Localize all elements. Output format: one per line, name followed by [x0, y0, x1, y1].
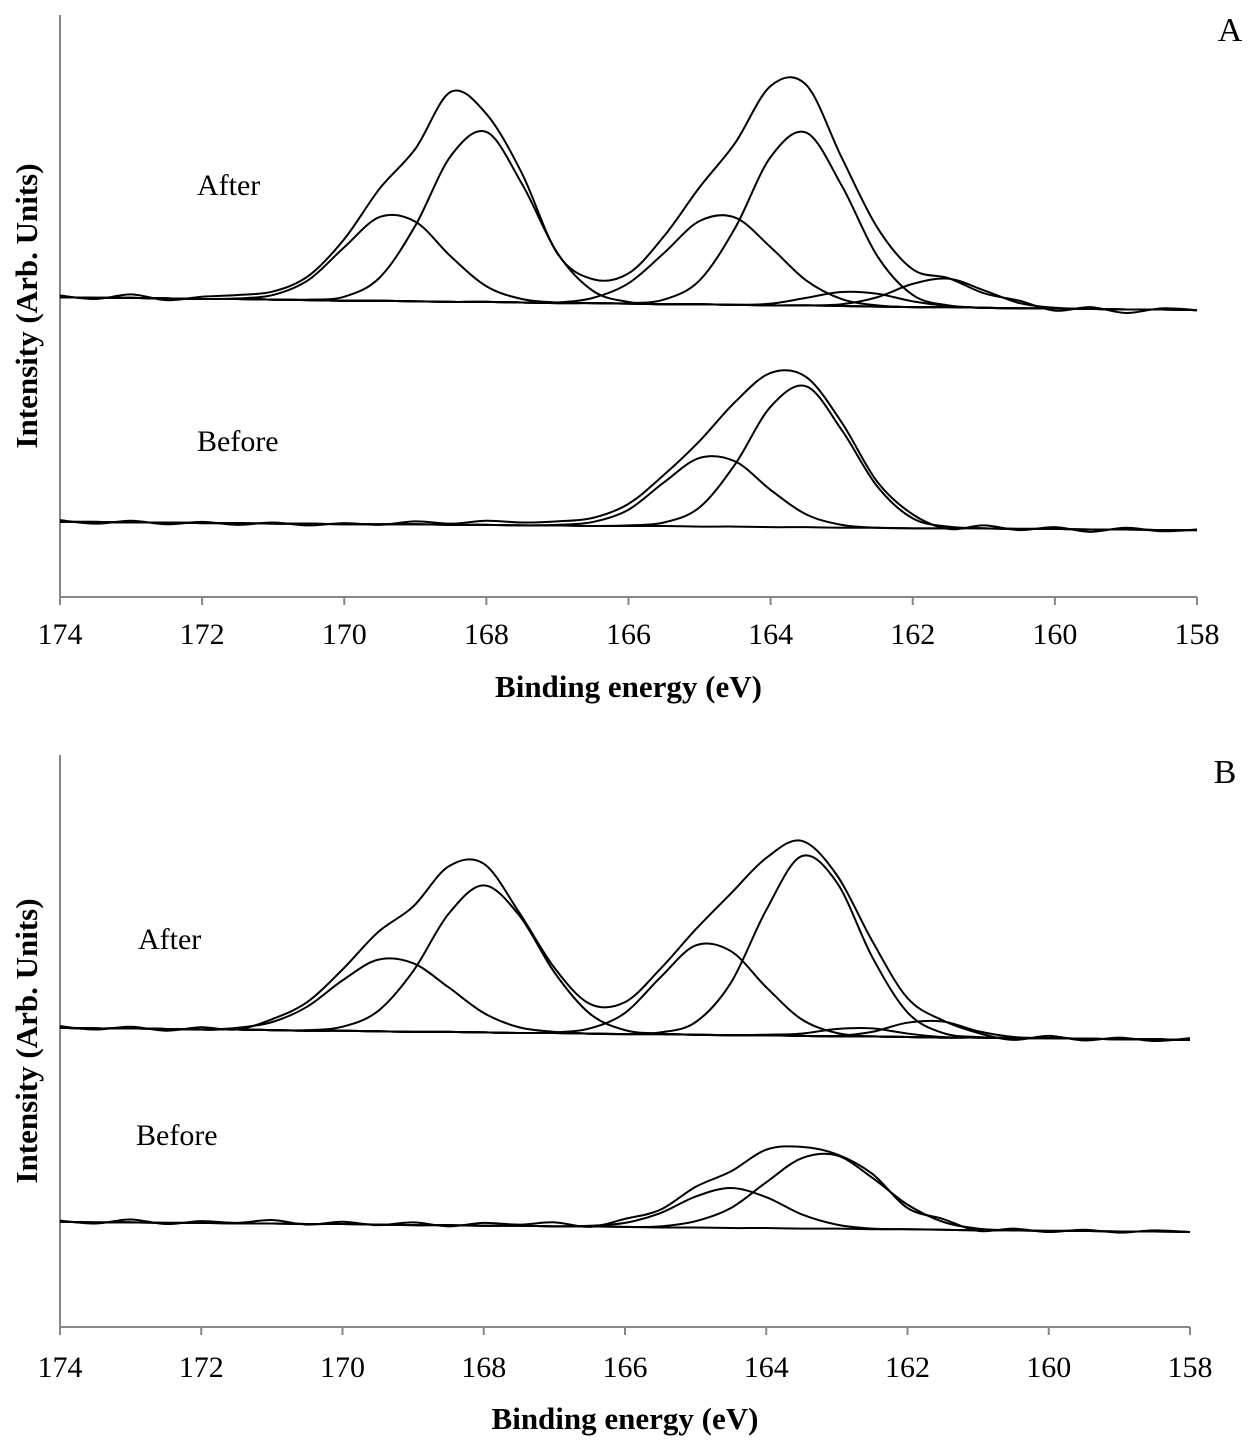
x-tick-label: 174	[38, 618, 83, 651]
spectrum-line	[59, 884, 1191, 1041]
panel-label: A	[1218, 12, 1243, 49]
y-axis-label: Intensity (Arb. Units)	[9, 163, 44, 448]
spectrum-line	[59, 1145, 1191, 1234]
x-tick-label: 166	[603, 1351, 648, 1384]
x-tick-label: 160	[1026, 1351, 1071, 1384]
x-tick-label: 174	[38, 1351, 83, 1384]
x-tick-label: 158	[1168, 1351, 1213, 1384]
annotation: Before	[197, 425, 279, 458]
annotation: After	[197, 169, 260, 202]
spectrum-line	[59, 1186, 1191, 1234]
x-tick-label: 162	[885, 1351, 930, 1384]
spectrum-line	[59, 839, 1191, 1043]
x-tick-label: 170	[320, 1351, 365, 1384]
spectrum-line	[59, 1019, 1191, 1041]
x-tick-label: 162	[890, 618, 935, 651]
y-axis-label: Intensity (Arb. Units)	[9, 898, 44, 1183]
spectrum-line	[59, 455, 1198, 532]
x-tick-label: 158	[1175, 618, 1220, 651]
x-axis-label: Binding energy (eV)	[492, 1401, 759, 1436]
spectrum-line	[59, 277, 1198, 312]
x-axis-label: Binding energy (eV)	[495, 669, 762, 704]
panel-label: B	[1214, 754, 1237, 791]
annotation: After	[138, 923, 201, 956]
x-tick-label: 172	[179, 1351, 224, 1384]
x-tick-label: 164	[744, 1351, 789, 1384]
x-tick-label: 164	[748, 618, 793, 651]
spectrum-line	[59, 957, 1191, 1041]
x-tick-label: 166	[606, 618, 651, 651]
annotation: Before	[136, 1119, 218, 1152]
x-tick-label: 168	[461, 1351, 506, 1384]
spectrum-line	[59, 942, 1191, 1041]
spectrum-line	[59, 384, 1198, 532]
x-tick-label: 168	[464, 618, 509, 651]
x-tick-label: 172	[180, 618, 225, 651]
x-tick-label: 160	[1032, 618, 1077, 651]
spectrum-line	[59, 1152, 1191, 1234]
x-tick-label: 170	[322, 618, 367, 651]
